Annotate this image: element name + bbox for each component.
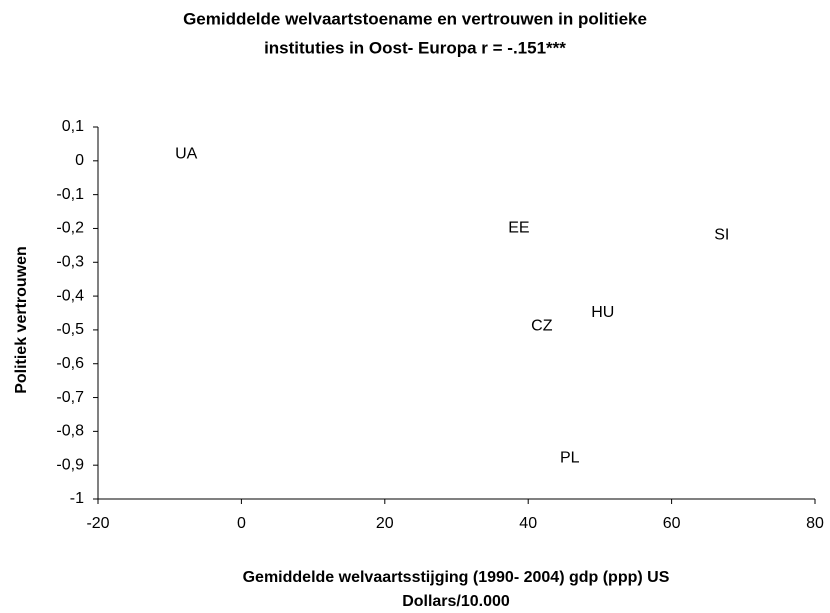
chart-title: Gemiddelde welvaartstoename en vertrouwe… — [183, 9, 647, 28]
point-label: SI — [714, 226, 729, 243]
y-tick-label: -0,1 — [56, 186, 84, 203]
x-tick-label: -20 — [86, 515, 109, 532]
x-tick-label: 20 — [376, 515, 394, 532]
point-label: UA — [175, 145, 198, 162]
point-label: PL — [560, 450, 580, 467]
y-tick-label: -0,6 — [56, 355, 84, 372]
y-axis-title: Politiek vertrouwen — [13, 246, 30, 394]
x-tick-label: 60 — [663, 515, 681, 532]
point-label: CZ — [531, 318, 553, 335]
x-tick-label: 0 — [237, 515, 246, 532]
x-tick-label: 40 — [519, 515, 537, 532]
y-tick-label: -0,9 — [56, 456, 84, 473]
x-tick-label: 80 — [806, 515, 824, 532]
y-tick-label: -0,2 — [56, 220, 84, 237]
chart-title: instituties in Oost- Europa r = -.151*** — [264, 38, 566, 57]
y-tick-label: -0,4 — [56, 287, 84, 304]
y-tick-label: -0,8 — [56, 423, 84, 440]
y-tick-label: -0,5 — [56, 321, 84, 338]
y-tick-label: 0,1 — [62, 118, 84, 135]
y-tick-label: -1 — [70, 490, 84, 507]
point-label: HU — [591, 304, 614, 321]
y-tick-label: 0 — [75, 152, 84, 169]
y-tick-label: -0,7 — [56, 389, 84, 406]
x-axis-title: Gemiddelde welvaartsstijging (1990- 2004… — [243, 569, 670, 586]
point-label: EE — [508, 220, 529, 237]
y-tick-label: -0,3 — [56, 253, 84, 270]
x-axis-title: Dollars/10.000 — [402, 593, 510, 610]
